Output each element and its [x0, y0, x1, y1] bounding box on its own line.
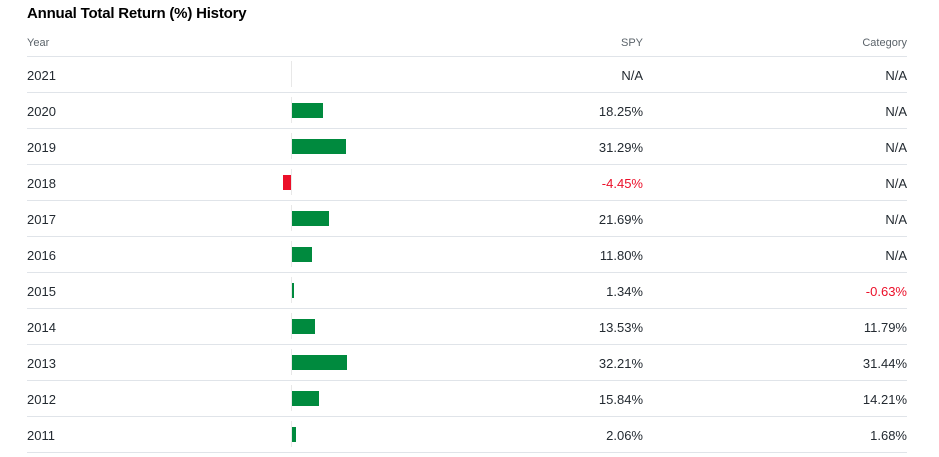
- table-row: 2015 1.34% -0.63%: [27, 273, 907, 309]
- category-return-cell: N/A: [885, 104, 907, 119]
- return-bar: [292, 211, 330, 226]
- spy-return-cell: N/A: [621, 68, 643, 83]
- table-row: 2019 31.29% N/A: [27, 129, 907, 165]
- returns-table: 2021 N/A N/A 2020 18.25% N/A 2019 31.29% N/A 2018…: [27, 57, 907, 453]
- return-bar: [292, 247, 313, 262]
- year-cell: 2015: [27, 284, 56, 299]
- return-bar: [292, 139, 346, 154]
- column-header-spy: SPY: [620, 37, 643, 49]
- table-row: 2017 21.69% N/A: [27, 201, 907, 237]
- column-header-year: Year: [27, 37, 50, 49]
- category-return-cell: N/A: [885, 248, 907, 263]
- bar-axis: [291, 349, 292, 375]
- category-return-cell: 11.79%: [863, 320, 907, 335]
- return-bar: [292, 103, 324, 118]
- year-cell: 2016: [27, 248, 56, 263]
- table-row: 2012 15.84% 14.21%: [27, 381, 907, 417]
- return-bar: [292, 391, 320, 406]
- year-cell: 2019: [27, 140, 56, 155]
- spy-return-cell: 32.21%: [598, 356, 643, 371]
- year-cell: 2011: [27, 428, 55, 443]
- bar-axis: [291, 133, 292, 159]
- category-return-cell: 14.21%: [862, 392, 907, 407]
- year-cell: 2018: [27, 176, 56, 191]
- spy-return-cell: 11.80%: [599, 248, 643, 263]
- bar-axis: [291, 241, 292, 267]
- table-header: Year SPY Category: [27, 28, 907, 57]
- category-return-cell: -0.63%: [865, 284, 907, 299]
- category-return-cell: N/A: [885, 68, 907, 83]
- bar-axis: [291, 385, 292, 411]
- bar-axis: [291, 313, 292, 339]
- column-header-category: Category: [862, 37, 907, 49]
- bar-axis: [291, 205, 292, 231]
- year-cell: 2014: [27, 320, 56, 335]
- category-return-cell: 1.68%: [870, 428, 907, 443]
- bar-axis: [291, 97, 292, 123]
- spy-return-cell: -4.45%: [601, 176, 643, 191]
- year-cell: 2017: [27, 212, 56, 227]
- year-cell: 2021: [27, 68, 56, 83]
- category-return-cell: N/A: [885, 176, 907, 191]
- return-bar: [292, 319, 316, 334]
- table-row: 2018 -4.45% N/A: [27, 165, 907, 201]
- bar-axis: [291, 169, 292, 195]
- section-title: Annual Total Return (%) History: [27, 5, 247, 22]
- table-row: 2016 11.80% N/A: [27, 237, 907, 273]
- return-bar: [292, 283, 295, 298]
- category-return-cell: N/A: [885, 212, 907, 227]
- bar-axis: [291, 61, 292, 87]
- spy-return-cell: 15.84%: [598, 392, 643, 407]
- return-bar: [283, 175, 291, 190]
- year-cell: 2020: [27, 104, 56, 119]
- table-row: 2020 18.25% N/A: [27, 93, 907, 129]
- year-cell: 2013: [27, 356, 56, 371]
- return-bar: [292, 355, 348, 370]
- category-return-cell: 31.44%: [862, 356, 907, 371]
- table-row: 2021 N/A N/A: [27, 57, 907, 93]
- return-bar: [292, 427, 296, 442]
- bar-axis: [291, 277, 292, 303]
- category-return-cell: N/A: [885, 140, 907, 155]
- spy-return-cell: 2.06%: [606, 428, 643, 443]
- table-row: 2011 2.06% 1.68%: [27, 417, 907, 453]
- spy-return-cell: 21.69%: [598, 212, 643, 227]
- spy-return-cell: 18.25%: [598, 104, 643, 119]
- spy-return-cell: 31.29%: [598, 140, 643, 155]
- spy-return-cell: 13.53%: [598, 320, 643, 335]
- table-row: 2013 32.21% 31.44%: [27, 345, 907, 381]
- year-cell: 2012: [27, 392, 56, 407]
- bar-axis: [291, 421, 292, 447]
- spy-return-cell: 1.34%: [606, 284, 643, 299]
- table-row: 2014 13.53% 11.79%: [27, 309, 907, 345]
